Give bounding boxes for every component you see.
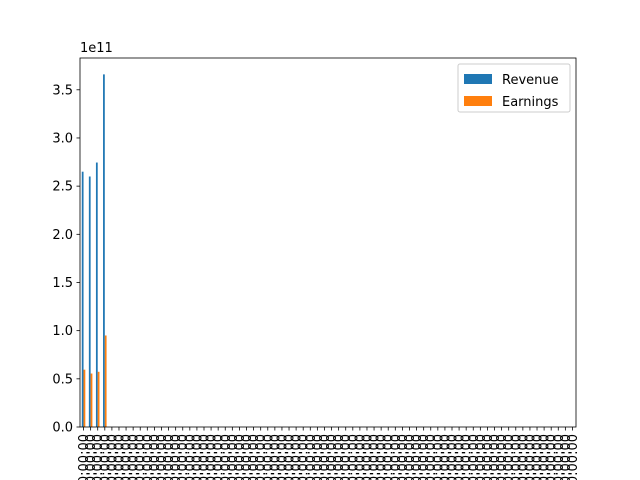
x-tick-label: 00:00:00 [396, 434, 411, 480]
y-axis: 0.0 0.5 1.0 1.5 2.0 2.5 3.0 3.5 [52, 83, 80, 436]
x-tick-label: 00:00:00 [183, 434, 198, 480]
bar-earnings [104, 335, 107, 427]
x-tick-label: 00:00:00 [77, 434, 92, 480]
x-tick-label: 00:00:00 [474, 434, 489, 480]
x-tick-label: 00:00:00 [162, 434, 177, 480]
y-tick-label: 0.0 [52, 421, 73, 436]
x-tick-label: 00:00:00 [91, 434, 106, 480]
x-tick-label: 00:00:00 [438, 434, 453, 480]
x-tick-label: 00:00:00 [148, 434, 163, 480]
legend-swatch [464, 96, 492, 106]
x-tick-label: 00:00:00 [155, 434, 170, 480]
x-tick-label: 00:00:00 [127, 434, 142, 480]
y-tick-label: 1.0 [52, 324, 73, 339]
x-tick-label: 00:00:00 [198, 434, 213, 480]
y-offset-label: 1e11 [80, 41, 113, 56]
x-tick-label: 00:00:00 [488, 434, 503, 480]
y-tick-label: 2.0 [52, 228, 73, 243]
x-tick-label: 00:00:00 [247, 434, 262, 480]
x-tick-label: 00:00:00 [275, 434, 290, 480]
x-tick-label: 00:00:00 [297, 434, 312, 480]
x-tick-label: 00:00:00 [375, 434, 390, 480]
bar-revenue [103, 74, 105, 427]
legend-swatch [464, 74, 492, 84]
x-tick-label: 00:00:00 [523, 434, 538, 480]
x-tick-label: 00:00:00 [467, 434, 482, 480]
legend-label: Earnings [502, 95, 559, 110]
x-tick-label: 00:00:00 [403, 434, 418, 480]
bar-earnings [97, 371, 100, 427]
x-tick-label: 00:00:00 [105, 434, 120, 480]
bar-revenue [81, 171, 84, 427]
x-tick-label: 00:00:00 [240, 434, 255, 480]
x-tick-label: 00:00:00 [283, 434, 298, 480]
x-tick-label: 00:00:00 [112, 434, 127, 480]
x-tick-label: 00:00:00 [120, 434, 135, 480]
x-tick-label: 00:00:00 [460, 434, 475, 480]
x-tick-label: 00:00:00 [233, 434, 248, 480]
x-tick-label: 00:00:00 [226, 434, 241, 480]
x-tick-label: 00:00:00 [268, 434, 283, 480]
x-tick-label: 00:00:00 [417, 434, 432, 480]
x-tick-label: 00:00:00 [311, 434, 326, 480]
x-tick-label: 00:00:00 [190, 434, 205, 480]
x-tick-label: 00:00:00 [410, 434, 425, 480]
y-tick-label: 2.5 [52, 180, 73, 195]
y-tick-label: 1.5 [52, 276, 73, 291]
x-tick-label: 00:00:00 [219, 434, 234, 480]
x-tick-label: 00:00:00 [531, 434, 546, 480]
x-tick-label: 00:00:00 [509, 434, 524, 480]
x-tick-label: 00:00:00 [559, 434, 574, 480]
x-tick-label: 00:00:00 [566, 434, 581, 480]
x-tick-label: 00:00:00 [290, 434, 305, 480]
x-tick-label: 00:00:00 [495, 434, 510, 480]
y-tick-label: 3.5 [52, 83, 73, 98]
x-tick-label: 00:00:00 [205, 434, 220, 480]
x-tick-label: 00:00:00 [446, 434, 461, 480]
bar-earnings [83, 369, 86, 427]
x-tick-label: 00:00:00 [382, 434, 397, 480]
legend: Revenue Earnings [457, 63, 571, 113]
x-tick-label: 00:00:00 [141, 434, 156, 480]
x-tick-label: 00:00:00 [368, 434, 383, 480]
legend-label: Revenue [502, 73, 559, 88]
bars-layer [81, 74, 107, 427]
x-tick-label: 00:00:00 [431, 434, 446, 480]
x-tick-label: 00:00:00 [552, 434, 567, 480]
bar-revenue [88, 176, 91, 427]
x-tick-label: 00:00:00 [346, 434, 361, 480]
bar-earnings [90, 373, 93, 427]
x-tick-label: 00:00:00 [516, 434, 531, 480]
x-tick-label: 00:00:00 [84, 434, 99, 480]
x-tick-label: 00:00:00 [481, 434, 496, 480]
x-tick-label: 00:00:00 [134, 434, 149, 480]
y-tick-label: 3.0 [52, 131, 73, 146]
x-tick-label: 00:00:00 [212, 434, 227, 480]
x-tick-label: 00:00:00 [502, 434, 517, 480]
x-tick-label: 00:00:00 [453, 434, 468, 480]
x-tick-label: 00:00:00 [325, 434, 340, 480]
bar-revenue [95, 162, 98, 427]
x-tick-label: 00:00:00 [98, 434, 113, 480]
x-tick-label: 00:00:00 [318, 434, 333, 480]
x-tick-label: 00:00:00 [545, 434, 560, 480]
x-tick-label: 00:00:00 [254, 434, 269, 480]
x-tick-label: 00:00:00 [332, 434, 347, 480]
y-tick-label: 0.5 [52, 372, 73, 387]
x-tick-label: 00:00:00 [360, 434, 375, 480]
x-tick-label: 00:00:00 [261, 434, 276, 480]
x-tick-label: 00:00:00 [304, 434, 319, 480]
x-tick-label: 00:00:00 [538, 434, 553, 480]
x-tick-label: 00:00:00 [389, 434, 404, 480]
x-tick-label: 00:00:00 [339, 434, 354, 480]
x-tick-label: 00:00:00 [176, 434, 191, 480]
x-tick-label: 00:00:00 [424, 434, 439, 480]
x-axis: 00:00:0000:00:0000:00:0000:00:0000:00:00… [77, 427, 581, 480]
plot-frame [79, 57, 577, 428]
x-tick-label: 00:00:00 [353, 434, 368, 480]
x-tick-label: 00:00:00 [169, 434, 184, 480]
